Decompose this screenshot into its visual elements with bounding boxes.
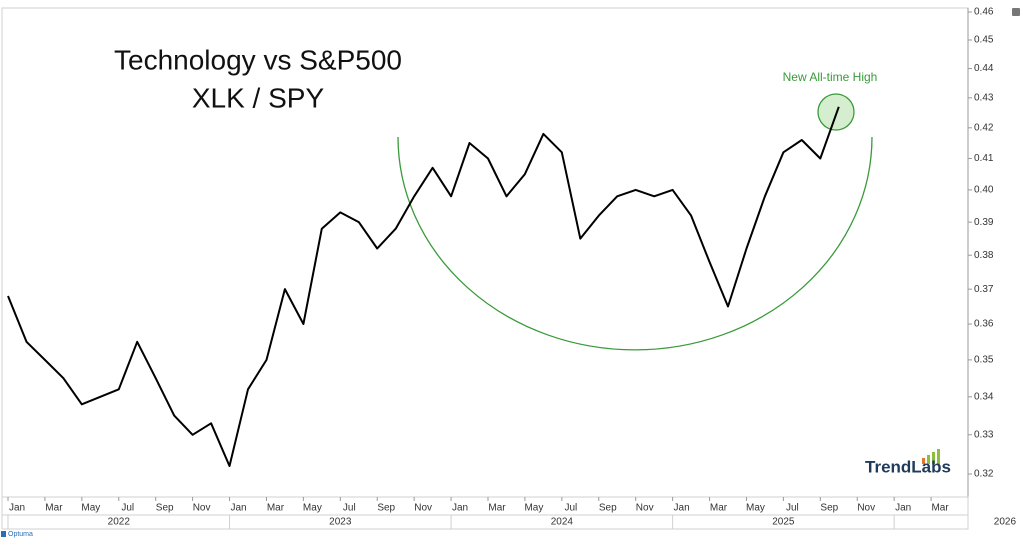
line-series xyxy=(7,106,840,467)
x-tick-label: Sep xyxy=(156,503,174,514)
x-tick-label: Nov xyxy=(414,503,432,514)
x-tick-label: Mar xyxy=(267,503,285,514)
y-tick-label: 0.45 xyxy=(974,35,994,46)
x-tick-label: Jan xyxy=(895,503,911,514)
year-label: 2023 xyxy=(329,517,352,528)
year-label: 2024 xyxy=(551,517,574,528)
logo: TrendLabs xyxy=(865,449,951,476)
x-tick-label: May xyxy=(746,503,765,514)
x-tick-label: Jul xyxy=(121,503,134,514)
y-tick-label: 0.42 xyxy=(974,122,994,133)
x-tick-label: May xyxy=(303,503,322,514)
year-label: 2025 xyxy=(772,517,795,528)
x-tick-label: Nov xyxy=(636,503,654,514)
x-tick-label: Nov xyxy=(193,503,211,514)
x-tick-label: Jan xyxy=(674,503,690,514)
y-tick-label: 0.40 xyxy=(974,185,994,196)
y-tick-label: 0.38 xyxy=(974,250,994,261)
x-tick-label: Mar xyxy=(488,503,506,514)
x-tick-label: Jul xyxy=(786,503,799,514)
year-label: 2026 xyxy=(994,517,1017,528)
year-label: 2022 xyxy=(108,517,131,528)
x-tick-label: Jan xyxy=(230,503,246,514)
x-tick-label: Mar xyxy=(45,503,63,514)
y-tick-label: 0.43 xyxy=(974,92,994,103)
x-tick-label: Mar xyxy=(710,503,728,514)
x-tick-label: Sep xyxy=(377,503,395,514)
x-tick-label: Jan xyxy=(452,503,468,514)
y-tick-label: 0.39 xyxy=(974,217,994,228)
y-tick-label: 0.32 xyxy=(974,469,994,480)
x-tick-label: Jan xyxy=(9,503,25,514)
x-tick-label: May xyxy=(81,503,100,514)
x-tick-label: Jul xyxy=(564,503,577,514)
logo-bar xyxy=(932,452,935,464)
lock-icon[interactable] xyxy=(1012,8,1020,16)
y-tick-label: 0.44 xyxy=(974,63,994,74)
footer-icon xyxy=(1,531,6,537)
y-tick-label: 0.46 xyxy=(974,7,994,18)
x-tick-label: May xyxy=(524,503,543,514)
x-tick-label: Jul xyxy=(343,503,356,514)
x-tick-label: Nov xyxy=(857,503,875,514)
cup-arc xyxy=(397,136,873,351)
x-tick-label: Sep xyxy=(599,503,617,514)
logo-bar xyxy=(922,458,925,464)
x-axis-band xyxy=(1,496,969,530)
y-tick-label: 0.34 xyxy=(974,391,994,402)
annotation: New All-time High xyxy=(783,70,878,84)
logo-bar xyxy=(927,455,930,464)
x-tick-label: Sep xyxy=(820,503,838,514)
chart-title: Technology vs S&P500 xyxy=(114,44,402,75)
y-tick-label: 0.41 xyxy=(974,153,994,164)
y-tick-label: 0.37 xyxy=(974,284,994,295)
y-tick-label: 0.35 xyxy=(974,355,994,366)
footer: Optuma xyxy=(8,531,33,538)
logo-bar xyxy=(937,449,940,464)
x-tick-label: Mar xyxy=(931,503,949,514)
chart-subtitle: XLK / SPY xyxy=(192,82,325,113)
logo-text: TrendLabs xyxy=(865,457,951,476)
y-tick-label: 0.33 xyxy=(974,429,994,440)
y-tick-label: 0.36 xyxy=(974,319,994,330)
